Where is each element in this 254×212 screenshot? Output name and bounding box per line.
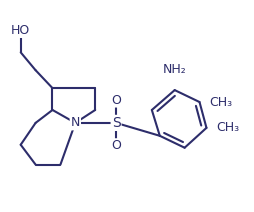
Text: O: O <box>111 93 121 107</box>
Text: CH₃: CH₃ <box>216 121 240 134</box>
Text: NH₂: NH₂ <box>163 63 186 76</box>
Text: N: N <box>71 116 80 129</box>
Text: CH₃: CH₃ <box>210 96 233 109</box>
Text: O: O <box>111 139 121 152</box>
Text: S: S <box>112 116 120 130</box>
Text: HO: HO <box>11 24 30 37</box>
